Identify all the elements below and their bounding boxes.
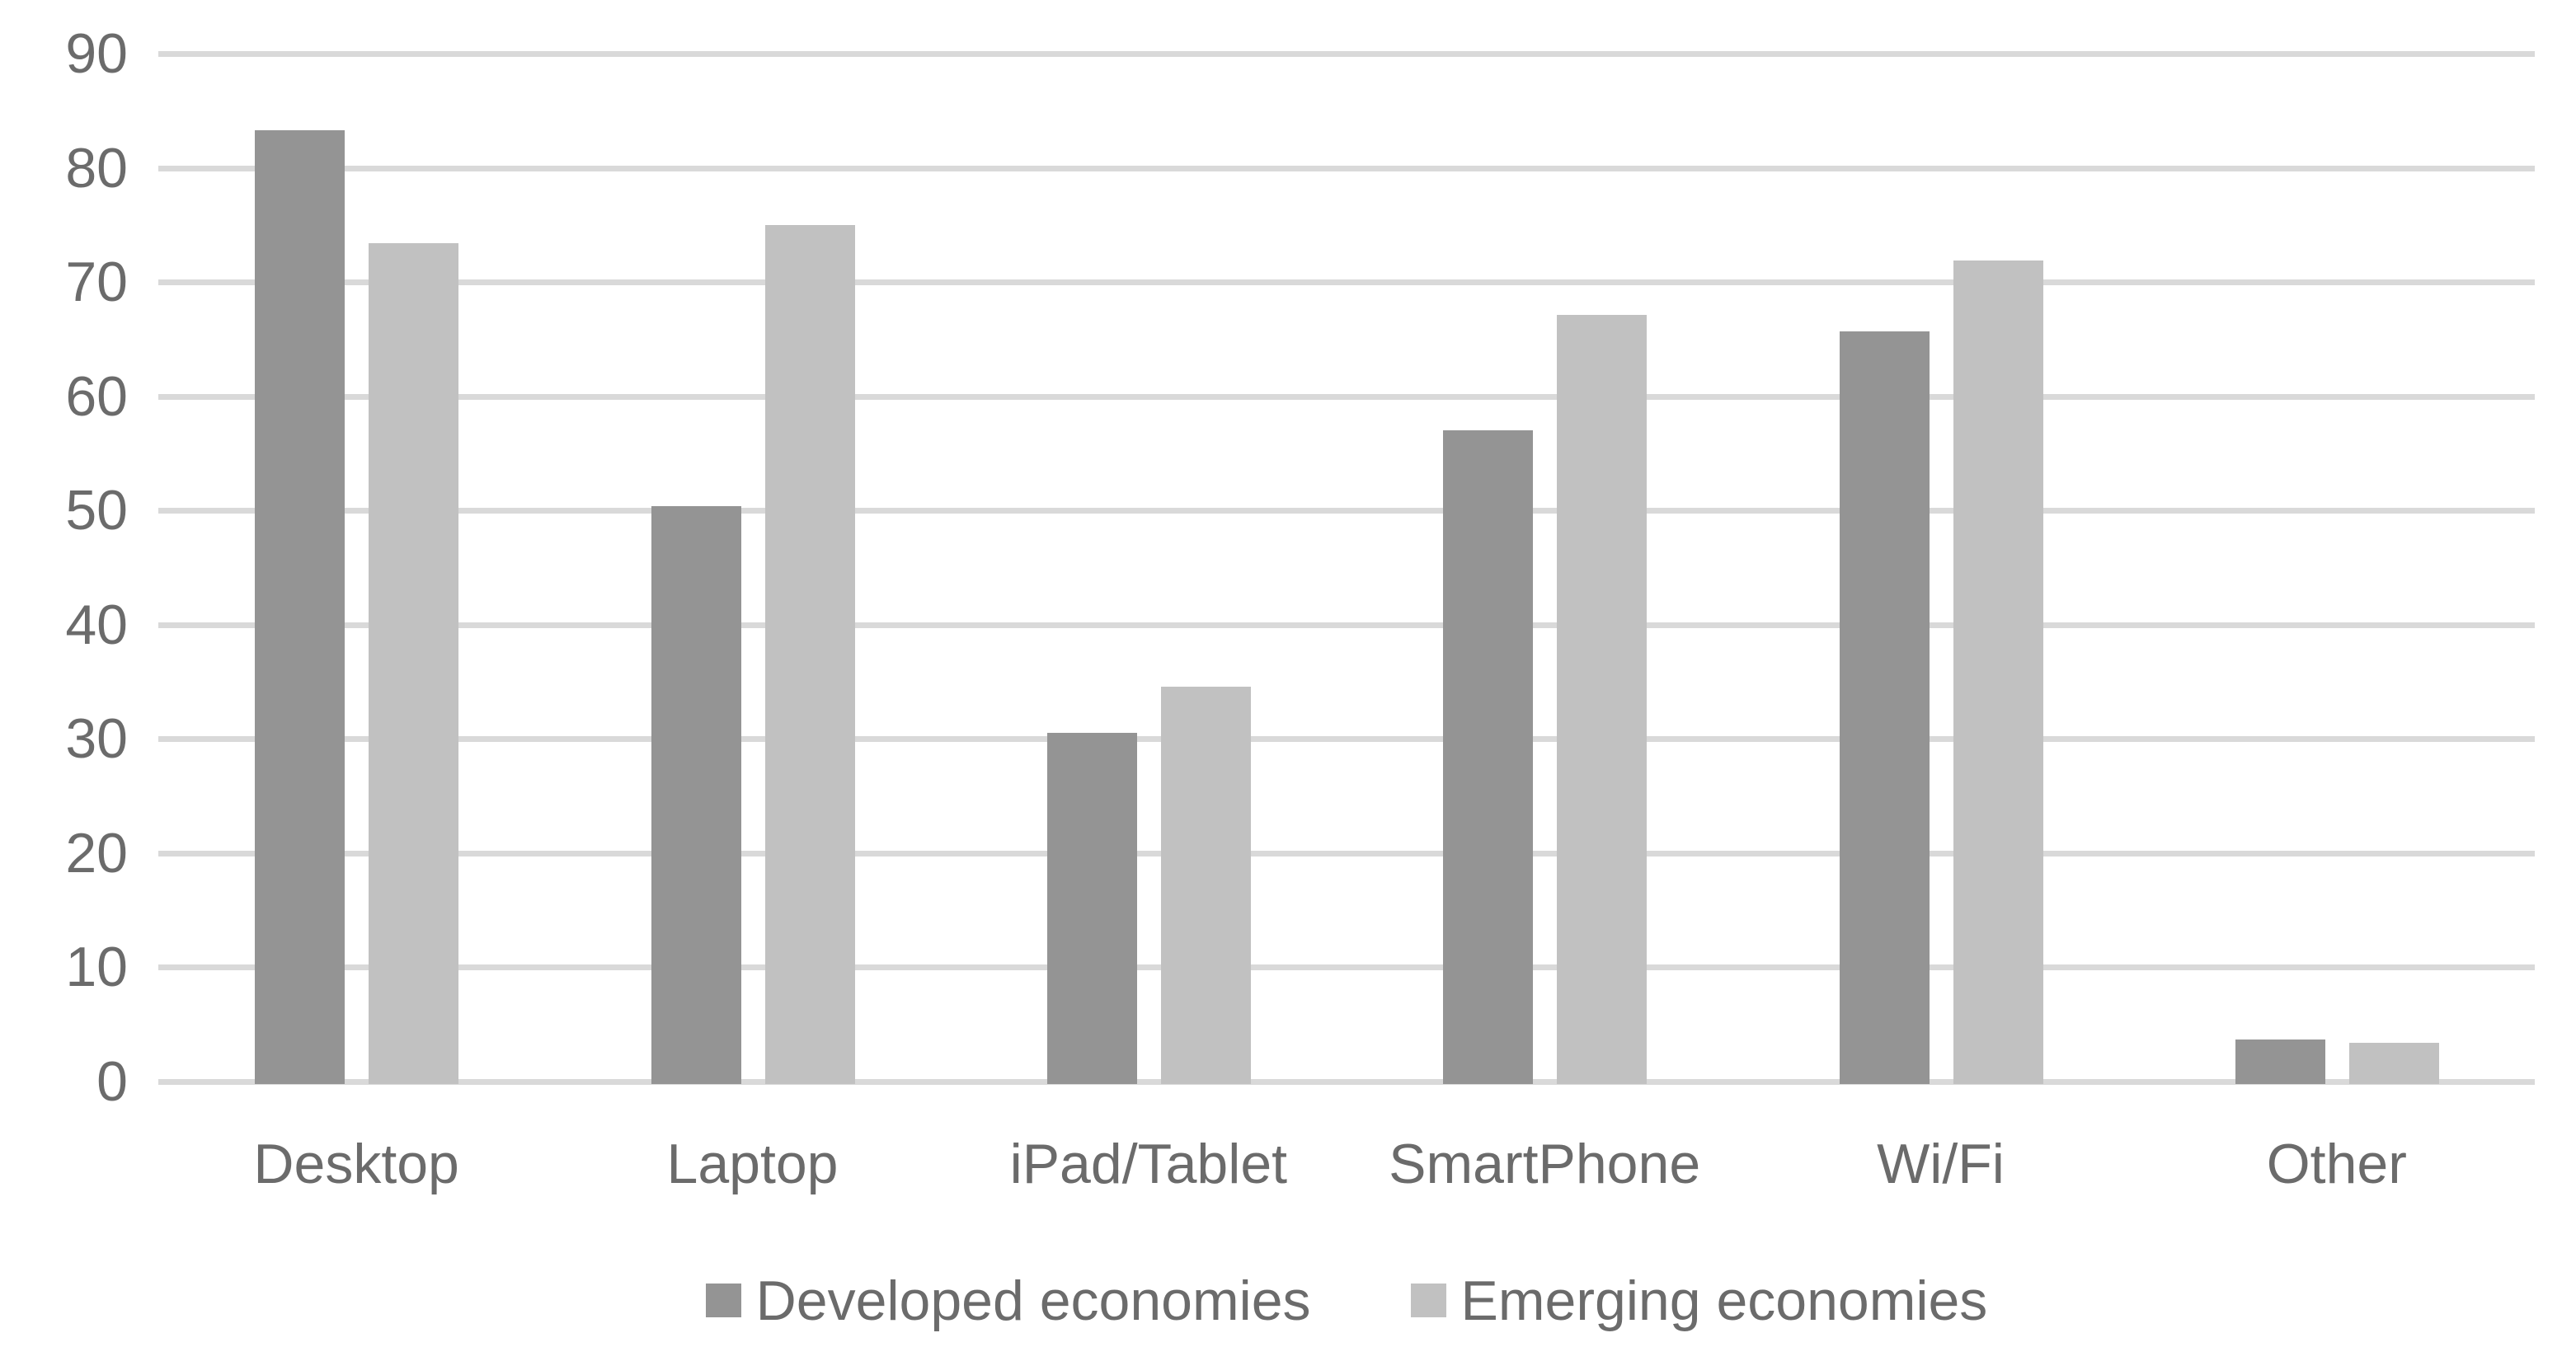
legend-item-developed-economies: Developed economies <box>705 1269 1311 1332</box>
y-tick-label-10: 10 <box>65 936 128 999</box>
gridline-60 <box>158 393 2535 400</box>
gridline-70 <box>158 279 2535 286</box>
bar-other-emerging-economies <box>2348 1042 2439 1084</box>
y-tick-label-70: 70 <box>65 251 128 314</box>
x-tick-label-ipad-tablet: iPad/Tablet <box>1009 1133 1288 1195</box>
gridline-40 <box>158 622 2535 628</box>
bar-smartphone-emerging-economies <box>1557 315 1648 1084</box>
gridline-50 <box>158 508 2535 514</box>
bar-laptop-developed-economies <box>651 505 741 1084</box>
y-tick-label-40: 40 <box>65 593 128 656</box>
bar-other-developed-economies <box>2235 1039 2325 1084</box>
bar-smartphone-developed-economies <box>1443 430 1534 1084</box>
gridline-30 <box>158 736 2535 743</box>
y-tick-label-30: 30 <box>65 707 128 771</box>
x-tick-label-desktop: Desktop <box>253 1133 459 1195</box>
y-tick-label-0: 0 <box>96 1050 128 1113</box>
legend-label-emerging-economies: Emerging economies <box>1460 1269 1988 1332</box>
x-axis-baseline <box>158 1079 2535 1085</box>
legend: Developed economies Emerging economies <box>158 1269 2535 1331</box>
x-tick-label-laptop: Laptop <box>666 1133 839 1195</box>
y-tick-label-20: 20 <box>65 821 128 885</box>
bar-ipad-tablet-developed-economies <box>1046 733 1137 1084</box>
bar-wi-fi-developed-economies <box>1839 331 1930 1084</box>
legend-swatch-developed-economies <box>705 1284 741 1317</box>
bar-desktop-developed-economies <box>255 129 346 1084</box>
gridline-90 <box>158 51 2535 57</box>
x-tick-label-wi-fi: Wi/Fi <box>1877 1133 2005 1195</box>
y-tick-label-50: 50 <box>65 479 128 542</box>
gridline-10 <box>158 964 2535 971</box>
legend-label-developed-economies: Developed economies <box>755 1269 1311 1332</box>
bar-laptop-emerging-economies <box>764 224 855 1084</box>
legend-item-emerging-economies: Emerging economies <box>1410 1269 1988 1332</box>
y-tick-label-90: 90 <box>65 22 128 85</box>
y-tick-label-80: 80 <box>65 136 128 199</box>
legend-swatch-emerging-economies <box>1410 1284 1446 1317</box>
x-tick-label-smartphone: SmartPhone <box>1389 1133 1701 1195</box>
bar-ipad-tablet-emerging-economies <box>1160 686 1251 1084</box>
x-tick-label-other: Other <box>2266 1133 2407 1195</box>
bar-desktop-emerging-economies <box>369 243 459 1084</box>
gridline-80 <box>158 165 2535 171</box>
y-tick-label-60: 60 <box>65 364 128 428</box>
bar-wi-fi-emerging-economies <box>1953 260 2043 1084</box>
gridline-20 <box>158 850 2535 856</box>
